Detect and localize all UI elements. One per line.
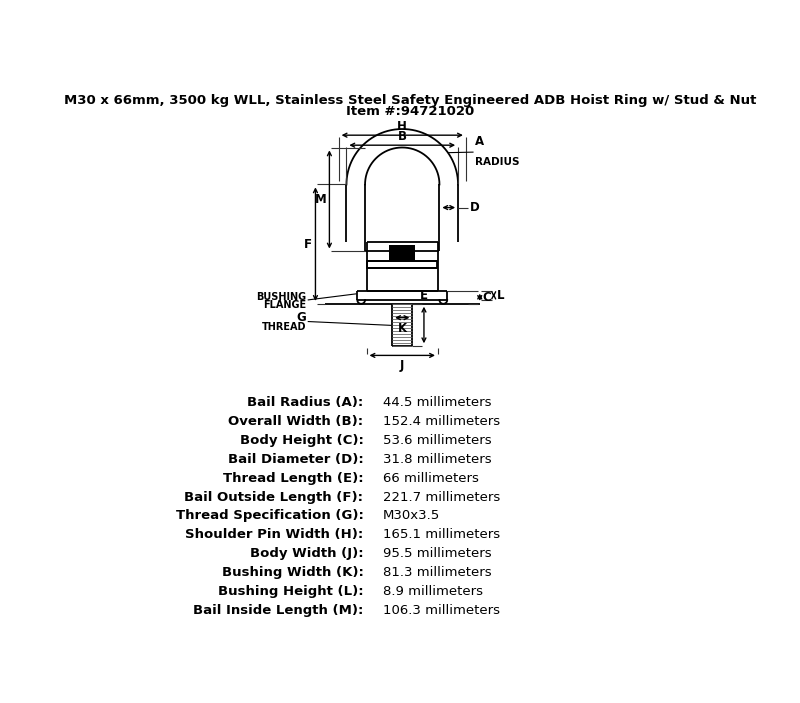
Text: 95.5 millimeters: 95.5 millimeters <box>383 547 491 560</box>
Text: Body Height (C):: Body Height (C): <box>240 434 363 447</box>
Text: M30 x 66mm, 3500 kg WLL, Stainless Steel Safety Engineered ADB Hoist Ring w/ Stu: M30 x 66mm, 3500 kg WLL, Stainless Steel… <box>64 93 756 107</box>
Text: M30x3.5: M30x3.5 <box>383 510 440 522</box>
Text: Bail Radius (A):: Bail Radius (A): <box>247 396 363 409</box>
Text: 106.3 millimeters: 106.3 millimeters <box>383 604 500 617</box>
Text: K: K <box>398 321 407 335</box>
Text: 221.7 millimeters: 221.7 millimeters <box>383 491 500 503</box>
Text: THREAD: THREAD <box>262 322 306 332</box>
Text: Bushing Width (K):: Bushing Width (K): <box>222 566 363 579</box>
Text: 8.9 millimeters: 8.9 millimeters <box>383 585 483 598</box>
Text: F: F <box>304 238 312 251</box>
Text: M: M <box>315 193 327 206</box>
Text: 81.3 millimeters: 81.3 millimeters <box>383 566 491 579</box>
Bar <box>367 261 437 269</box>
Text: L: L <box>497 289 504 302</box>
Text: Bail Outside Length (F):: Bail Outside Length (F): <box>185 491 363 503</box>
Text: E: E <box>420 288 428 302</box>
Text: RADIUS: RADIUS <box>475 157 520 167</box>
Text: B: B <box>398 130 406 143</box>
Text: Shoulder Pin Width (H):: Shoulder Pin Width (H): <box>186 528 363 541</box>
Text: Thread Specification (G):: Thread Specification (G): <box>176 510 363 522</box>
Text: A: A <box>475 135 484 148</box>
Text: Bail Inside Length (M):: Bail Inside Length (M): <box>193 604 363 617</box>
Text: 165.1 millimeters: 165.1 millimeters <box>383 528 500 541</box>
Text: Bail Diameter (D):: Bail Diameter (D): <box>228 453 363 466</box>
Text: Item #:94721020: Item #:94721020 <box>346 105 474 118</box>
Text: Thread Length (E):: Thread Length (E): <box>223 472 363 484</box>
Text: J: J <box>400 359 405 373</box>
Text: Body Width (J):: Body Width (J): <box>250 547 363 560</box>
Text: FLANGE: FLANGE <box>263 300 306 310</box>
Text: 152.4 millimeters: 152.4 millimeters <box>383 415 500 428</box>
Text: BUSHING: BUSHING <box>256 292 306 302</box>
Text: Bushing Height (L):: Bushing Height (L): <box>218 585 363 598</box>
Text: 53.6 millimeters: 53.6 millimeters <box>383 434 491 447</box>
Text: Overall Width (B):: Overall Width (B): <box>228 415 363 428</box>
Text: 44.5 millimeters: 44.5 millimeters <box>383 396 491 409</box>
Text: 66 millimeters: 66 millimeters <box>383 472 478 484</box>
Text: 31.8 millimeters: 31.8 millimeters <box>383 453 491 466</box>
Text: G: G <box>296 311 306 324</box>
Text: C: C <box>483 291 491 304</box>
Text: H: H <box>398 120 407 133</box>
Text: D: D <box>470 201 479 214</box>
Bar <box>389 245 415 261</box>
